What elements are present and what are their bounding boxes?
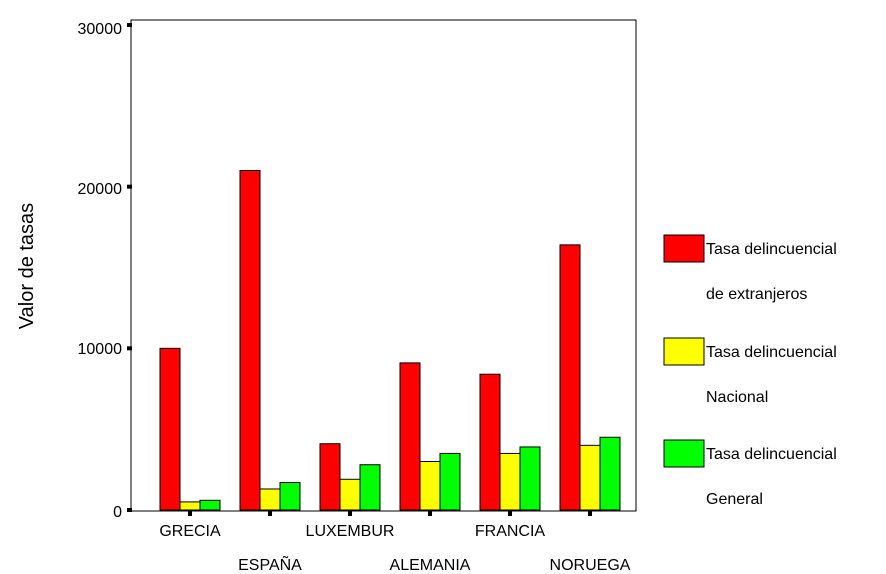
y-axis-label: Valor de tasas bbox=[16, 203, 38, 329]
bar-francia-series-3 bbox=[519, 446, 541, 511]
y-tick-mark bbox=[127, 23, 132, 27]
x-tick-mark bbox=[188, 511, 192, 516]
plot-frame bbox=[130, 19, 637, 512]
bar-noruega-series-1 bbox=[559, 244, 581, 511]
legend-swatch-3 bbox=[663, 439, 705, 468]
bar-grecia-series-1 bbox=[159, 347, 181, 511]
y-tick-label: 30000 bbox=[78, 21, 123, 38]
legend-swatch-1 bbox=[663, 234, 705, 263]
x-tick-mark bbox=[348, 511, 352, 516]
bar-grecia-series-2 bbox=[179, 501, 201, 511]
legend-label-3: Tasa delincuencial bbox=[706, 446, 837, 463]
bar-grecia-series-3 bbox=[199, 499, 221, 511]
x-tick-mark bbox=[588, 511, 592, 516]
y-tick-mark bbox=[127, 508, 132, 512]
bars bbox=[159, 170, 621, 511]
legend-label-3: General bbox=[706, 491, 763, 508]
y-tick-mark bbox=[127, 184, 132, 189]
y-tick-label: 10000 bbox=[78, 341, 123, 358]
legend-label-2: Tasa delincuencial bbox=[706, 344, 837, 361]
legend-label-1: Tasa delincuencial bbox=[706, 241, 837, 258]
bar-luxembur-series-2 bbox=[339, 478, 361, 511]
legend-label-1: de extranjeros bbox=[706, 286, 807, 303]
x-tick-mark bbox=[428, 511, 432, 516]
bar-alemania-series-2 bbox=[419, 461, 441, 511]
bar-españa-series-3 bbox=[279, 482, 301, 511]
y-tick-mark bbox=[127, 346, 132, 351]
legend-swatch-2 bbox=[663, 337, 705, 366]
bar-alemania-series-1 bbox=[399, 362, 421, 511]
legend: Tasa delincuencial de extranjeros Tasa del… bbox=[663, 234, 837, 508]
y-axis: 0 10000 20000 30000 bbox=[78, 21, 132, 521]
bar-noruega-series-2 bbox=[579, 444, 601, 511]
x-tick-label: NORUEGA bbox=[550, 557, 631, 574]
x-tick-label: LUXEMBUR bbox=[306, 523, 395, 540]
x-tick-label: FRANCIA bbox=[475, 523, 546, 540]
y-tick-label: 20000 bbox=[78, 181, 123, 198]
legend-label-2: Nacional bbox=[706, 389, 768, 406]
bar-españa-series-1 bbox=[239, 170, 261, 511]
bar-noruega-series-3 bbox=[599, 436, 621, 511]
x-tick-label: ESPAÑA bbox=[238, 554, 302, 574]
x-tick-label: GRECIA bbox=[159, 523, 221, 540]
bar-francia-series-2 bbox=[499, 452, 521, 511]
x-tick-mark bbox=[508, 511, 512, 516]
bar-españa-series-2 bbox=[259, 488, 281, 511]
bar-luxembur-series-3 bbox=[359, 464, 381, 511]
y-tick-label: 0 bbox=[113, 504, 122, 521]
x-tick-label: ALEMANIA bbox=[390, 557, 471, 574]
y-axis-label-group: Valor de tasas bbox=[16, 203, 38, 329]
x-tick-mark bbox=[268, 511, 272, 516]
bar-luxembur-series-1 bbox=[319, 443, 341, 511]
bar-alemania-series-3 bbox=[439, 452, 461, 511]
bar-francia-series-1 bbox=[479, 373, 501, 511]
